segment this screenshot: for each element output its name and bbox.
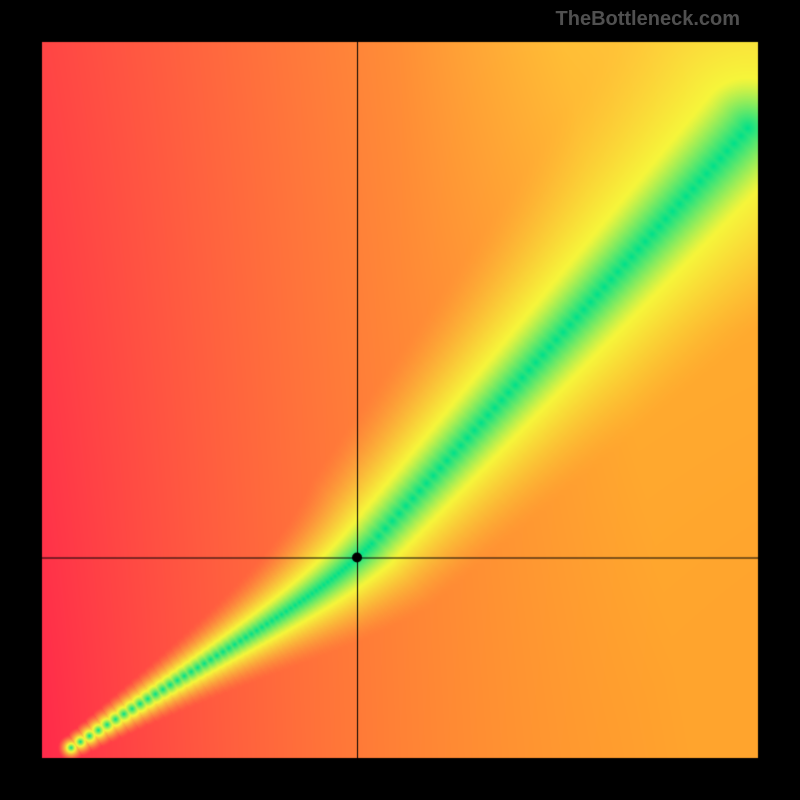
watermark-text: TheBottleneck.com [556,8,740,31]
chart-container: TheBottleneck.com [0,0,800,800]
bottleneck-heatmap [0,0,800,800]
